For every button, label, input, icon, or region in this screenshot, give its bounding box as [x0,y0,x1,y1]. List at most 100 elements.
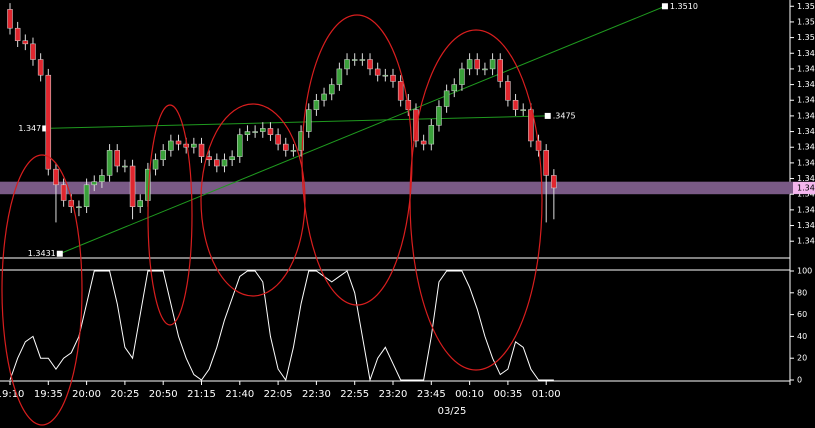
candle-body [497,59,503,82]
candle-body [60,184,67,201]
candle-body [22,40,29,45]
candle-body [91,181,98,186]
candle-body [168,140,174,151]
candle-body [183,143,189,148]
y-tick-label: 1.34 [797,221,815,230]
x-tick-label: 23:45 [417,389,446,400]
candle-body [229,156,235,161]
candle-body [313,99,320,110]
y-tick-label: 40 [797,332,807,341]
x-tick-label: 22:05 [264,389,293,400]
price-marker [793,181,815,194]
candle-body [198,143,205,157]
y-tick-label: 100 [797,267,812,276]
trendline [45,115,548,129]
x-tick-label: 23:20 [379,389,408,400]
candle-body [260,128,266,132]
y-tick-label: 0 [797,376,802,385]
candle-body [351,59,358,61]
candle-body [99,175,105,182]
y-tick-label: 20 [797,354,807,363]
y-tick-label: 1.35 [797,2,815,11]
annotation-circle [1,154,83,426]
candle-body [14,27,21,41]
candle-body [359,59,366,61]
candle-body [214,159,220,167]
candle-body [83,184,90,207]
candle-body [175,140,182,145]
price-zone [0,181,815,195]
x-tick-label: 20:25 [110,389,139,400]
candle-body [160,150,166,161]
date-label: 03/25 [438,406,467,417]
candle-body [37,59,44,76]
x-tick-label: 20:00 [72,389,101,400]
y-tick-label: 1.34 [797,174,815,183]
candle-body [283,143,289,151]
candle-body [505,81,511,101]
candle-body [451,84,458,92]
x-tick-label: 21:15 [187,389,216,400]
candle-body [512,99,519,110]
x-tick-label: 22:30 [302,389,331,400]
candle-body [482,68,488,71]
candle-body [397,81,404,101]
oscillator-line [9,270,554,382]
candle-body [191,143,197,148]
candle-body [267,128,274,135]
candle-body [428,125,435,145]
trendline-label: 1.3431 [28,249,56,258]
candle-body [129,165,136,207]
candle-body [390,74,396,82]
candle-body [237,134,243,157]
candle-body [459,68,465,85]
candle-body [221,159,228,167]
candle-body [321,93,327,101]
y-tick-label: 1.34 [797,237,815,246]
candle-body [290,150,297,152]
y-tick-label: 1.35 [797,33,815,42]
candle-body [305,109,312,132]
price-marker-label: 1.34 [797,183,815,192]
trendline-handle [661,3,668,10]
trendline-label: 1.3510 [670,2,698,11]
candle-body [382,74,389,77]
x-tick-label: 22:55 [340,389,369,400]
candle-body [474,59,481,70]
candle-body [328,84,335,95]
trendline-label: 1.347 [18,124,41,133]
x-tick-label: 21:40 [225,389,254,400]
y-tick-label: 1.34 [797,143,815,152]
x-tick-label: 19:35 [34,389,63,400]
annotation-circle [147,104,193,326]
candle-body [76,206,82,208]
candle-body [367,59,373,70]
candle-body [298,131,304,151]
trendline-handle [56,250,63,257]
y-tick-label: 1.34 [797,80,815,89]
candle-body [122,165,128,168]
x-tick-label: 01:00 [532,389,561,400]
y-tick-label: 1.34 [797,111,815,120]
y-tick-label: 1.34 [797,158,815,167]
y-tick-label: 80 [797,288,807,297]
candle-body [374,68,381,76]
candle-body [68,200,75,207]
annotation-circle [301,14,413,306]
candle-body [443,90,450,107]
candle-body [7,9,13,29]
candle-body [206,156,212,161]
candle-body [520,109,526,111]
candle-body [543,150,549,176]
y-tick-label: 1.34 [797,190,815,199]
x-tick-label: 00:10 [455,389,484,400]
trendline-handle [42,125,49,132]
y-tick-label: 1.34 [797,205,815,214]
candle-body [244,131,251,135]
candle-body [344,59,350,70]
candle-body [30,43,36,60]
candle-body [106,150,113,176]
candle-body [436,106,442,126]
candle-body [152,159,159,170]
